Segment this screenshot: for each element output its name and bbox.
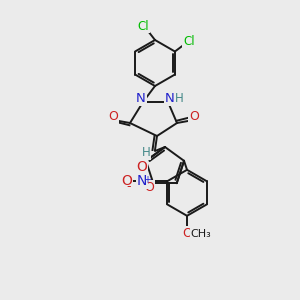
Text: O: O — [108, 110, 118, 124]
Text: O: O — [137, 160, 148, 174]
Text: O: O — [182, 227, 192, 240]
Text: O: O — [144, 181, 154, 194]
Text: H: H — [142, 146, 150, 160]
Text: +: + — [143, 175, 151, 185]
Text: N: N — [165, 92, 175, 104]
Text: -: - — [127, 180, 131, 193]
Text: CH₃: CH₃ — [190, 229, 212, 239]
Text: O: O — [122, 174, 133, 188]
Text: N: N — [136, 92, 146, 104]
Text: Cl: Cl — [183, 35, 195, 48]
Text: Cl: Cl — [137, 20, 149, 32]
Text: N: N — [137, 174, 147, 188]
Text: H: H — [175, 92, 183, 104]
Text: O: O — [189, 110, 199, 124]
